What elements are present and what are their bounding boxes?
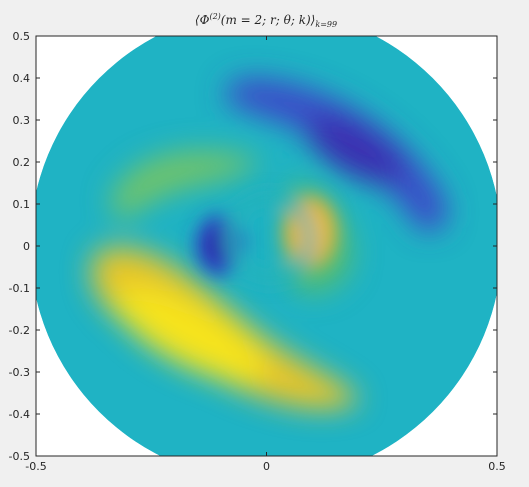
y-axis-ticks: 0.5 0.4 0.3 0.2 0.1 0 -0.1 -0.2 -0.3 -0.4 -0.5	[9, 30, 497, 463]
y-tick-label: -0.2	[9, 324, 30, 337]
y-tick-label: 0.1	[13, 198, 31, 211]
title-subscript: k=99	[315, 20, 337, 29]
y-tick-label: -0.1	[9, 282, 30, 295]
x-tick-label: -0.5	[25, 460, 46, 473]
field-heatmap	[36, 36, 497, 456]
heatmap-lobe-min-outer	[225, 78, 448, 232]
y-tick-label: -0.3	[9, 366, 30, 379]
y-tick-label: 0.3	[13, 114, 31, 127]
y-tick-label: -0.5	[9, 450, 30, 463]
y-tick-label: 0.5	[13, 30, 31, 43]
y-tick-label: 0.4	[13, 72, 31, 85]
title-superscript: (2)	[209, 12, 220, 21]
y-tick-label: 0.2	[13, 156, 31, 169]
y-tick-label: -0.4	[9, 408, 30, 421]
x-tick-label: 0	[263, 460, 270, 473]
chart-title: ⟨Φ(2)(m = 2; r; θ; k)⟩k=99	[195, 12, 337, 29]
y-tick-label: 0	[23, 240, 30, 253]
x-axis-ticks: -0.5 0 0.5	[25, 36, 506, 473]
title-main: ⟨Φ	[195, 13, 210, 27]
title-args: (m = 2; r; θ; k)⟩	[221, 13, 316, 27]
axes: -0.5 0 0.5 0.50.40.30.20.10-0.1-0.2-0.3-0.…	[9, 30, 506, 473]
x-tick-label: 0.5	[488, 460, 506, 473]
